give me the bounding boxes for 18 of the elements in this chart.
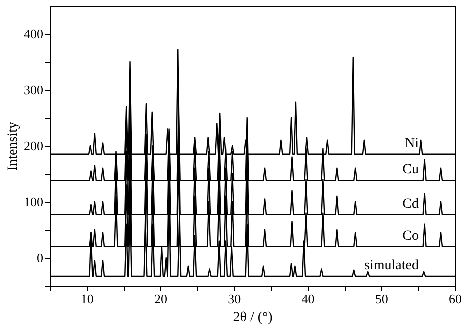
y-tick-label: 0	[37, 250, 44, 266]
x-axis-title: 2θ / (°)	[233, 310, 274, 326]
x-tick-label: 40	[302, 292, 315, 306]
series-label: Cd	[402, 196, 419, 212]
series-label: Ni	[405, 136, 420, 152]
y-tick-label: 100	[24, 194, 44, 210]
y-tick-label: 300	[24, 82, 44, 98]
series-label: Co	[402, 228, 419, 244]
y-axis-title: Intensity	[6, 122, 21, 171]
series-label: Cu	[402, 162, 419, 178]
y-tick-label: 200	[24, 138, 44, 154]
x-tick-label: 10	[80, 292, 94, 306]
x-tick-label: 20	[154, 292, 168, 306]
series-label: simulated	[364, 258, 419, 274]
x-tick-label: 30	[228, 292, 242, 306]
y-tick-label: 400	[24, 26, 44, 42]
x-tick-label: 50	[375, 292, 388, 306]
x-tick-label: 60	[449, 292, 462, 306]
